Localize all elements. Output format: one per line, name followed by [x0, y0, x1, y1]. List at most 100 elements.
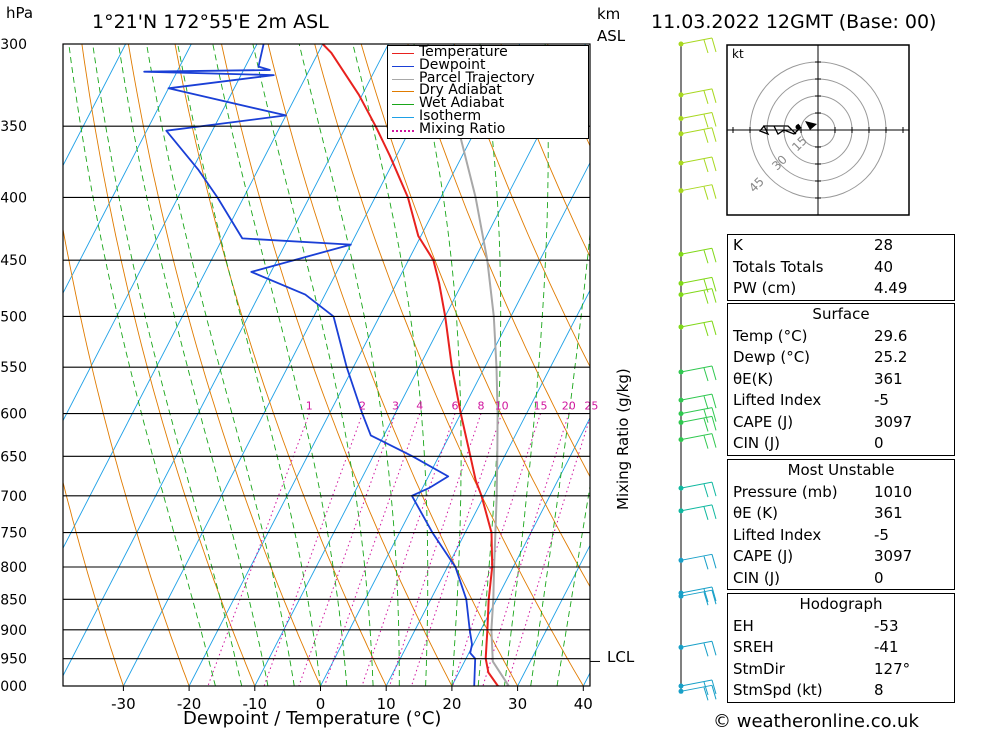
most-unstable-table: Most Unstable Pressure (mb) 1010 θE (K) 36…	[727, 459, 955, 590]
pressure-tick-label: 1000	[0, 679, 27, 695]
mixing-ratio-label: 8	[478, 400, 485, 413]
hodograph-unit: kt	[732, 47, 744, 61]
isotherm-line	[63, 44, 192, 295]
dry-adiabat-line	[453, 44, 590, 368]
surface-row-cin: CIN (J) 0	[733, 434, 884, 452]
wind-barb-dot	[678, 437, 684, 443]
wind-barb	[678, 504, 717, 520]
surface-row-li: Lifted Index -5	[733, 391, 889, 409]
wind-barb-dot	[678, 419, 684, 425]
wind-barb	[678, 247, 717, 264]
wind-barb-dot	[678, 593, 684, 599]
legend-swatch	[392, 104, 414, 106]
wind-barb	[678, 586, 717, 603]
legend: Temperature Dewpoint Parcel Trajectory Dry …	[387, 45, 589, 139]
x-tick-label: -30	[111, 695, 136, 713]
wind-barb	[678, 88, 717, 104]
isotherm-line	[385, 289, 590, 686]
wet-adiabat-line	[556, 483, 590, 686]
surface-title: Surface	[812, 305, 870, 323]
hodograph-storm-arrow	[805, 121, 817, 130]
mu-row-thetae: θE (K) 361	[733, 504, 903, 522]
legend-swatch	[392, 65, 414, 67]
wind-barb	[678, 127, 717, 143]
pressure-tick-label: 650	[0, 449, 27, 465]
legend-swatch	[392, 117, 414, 118]
hodograph-stats-title: Hodograph	[799, 595, 883, 613]
isotherm-line	[63, 44, 258, 422]
x-axis-title: Dewpoint / Temperature (°C)	[183, 708, 442, 729]
wind-barb-dot	[678, 131, 684, 137]
indices-general-table: K 28 Totals Totals 40 PW (cm) 4.49	[727, 234, 955, 301]
mixing-ratio-axis-title: Mixing Ratio (g/kg)	[614, 368, 632, 510]
wind-barb	[678, 37, 717, 54]
dry-adiabat-line	[500, 44, 590, 258]
wind-barb	[678, 415, 717, 432]
mu-row-cin: CIN (J) 0	[733, 568, 884, 587]
mixing-ratio-label: 10	[495, 400, 509, 413]
pressure-tick-label: 700	[0, 489, 27, 505]
hodo-row-eh: EH -53	[733, 616, 899, 635]
mixing-ratio-label: 20	[562, 400, 576, 413]
pressure-tick-label: 400	[0, 190, 27, 206]
hodograph-trace	[758, 123, 801, 136]
index-row-totals: Totals Totals 40	[733, 257, 894, 276]
wind-barb-dot	[678, 188, 684, 194]
isotherm-line	[517, 544, 590, 686]
isotherm-line	[63, 44, 324, 550]
index-row-k: K 28	[733, 236, 894, 254]
x-tick-label: -10	[243, 695, 268, 713]
mixing-ratio-label: 25	[584, 400, 598, 413]
legend-label: Wet Adiabat	[419, 95, 505, 112]
dry-adiabat-line	[407, 44, 590, 478]
wind-barb-dot	[678, 485, 684, 491]
wet-adiabat-line	[352, 44, 429, 686]
mixing-ratio-line	[411, 413, 503, 686]
wind-barb-dot	[678, 688, 684, 694]
legend-swatch	[392, 53, 414, 54]
wind-barb	[678, 320, 717, 337]
legend-label: Dry Adiabat	[419, 82, 502, 99]
mixing-ratio-label: 1	[306, 400, 313, 413]
location-title: 1°21'N 172°55'E 2m ASL	[92, 11, 329, 33]
wind-barb-dot	[678, 411, 684, 417]
mixing-ratio-label: 15	[534, 400, 548, 413]
pressure-tick-label: 450	[0, 253, 27, 269]
surface-row-temp: Temp (°C) 29.6	[733, 326, 908, 345]
legend-item: Dry Adiabat	[388, 82, 586, 99]
hodograph-stats-table: Hodograph EH -53 SREH -41 StmDir 127° StmSp…	[727, 593, 955, 703]
wind-barb	[678, 589, 717, 606]
index-row-pw: PW (cm) 4.49	[733, 279, 908, 297]
height-unit-km: km	[597, 5, 621, 23]
mu-row-pressure: Pressure (mb) 1010	[733, 482, 913, 501]
mixing-ratio-line	[482, 413, 570, 686]
legend-label: Parcel Trajectory	[419, 69, 535, 86]
wet-adiabat-line	[68, 44, 216, 686]
most-unstable-title: Most Unstable	[787, 461, 895, 479]
wind-barb-dot	[678, 369, 684, 375]
wind-barb	[678, 433, 717, 449]
pressure-tick-label: 900	[0, 623, 27, 639]
wet-adiabat-line	[298, 44, 400, 686]
mixing-ratio-label: 6	[452, 400, 459, 413]
wind-barb	[678, 684, 717, 701]
wind-barb	[678, 112, 717, 128]
wet-adiabat-line	[92, 44, 243, 686]
height-unit-asl: ASL	[597, 27, 626, 45]
wind-barb-dot	[678, 41, 684, 47]
legend-item: Parcel Trajectory	[388, 69, 586, 86]
surface-row-thetae: θE(K) 361	[733, 369, 903, 388]
surface-table: Surface Temp (°C) 29.6 Dewp (°C) 25.2 θE(K…	[727, 303, 955, 456]
pressure-tick-label: 800	[0, 560, 27, 576]
legend-swatch	[392, 78, 414, 80]
legend-item: Mixing Ratio	[388, 122, 586, 137]
dry-adiabat-line	[221, 44, 453, 686]
mixing-ratio-label: 4	[416, 400, 423, 413]
isotherm-line	[122, 44, 455, 686]
mixing-ratio-line	[207, 413, 310, 686]
x-tick-label: 40	[574, 695, 593, 713]
wind-barb-dot	[678, 251, 684, 257]
pressure-tick-label: 950	[0, 652, 27, 668]
hodo-row-stmspd: StmSpd (kt) 8	[733, 681, 884, 699]
